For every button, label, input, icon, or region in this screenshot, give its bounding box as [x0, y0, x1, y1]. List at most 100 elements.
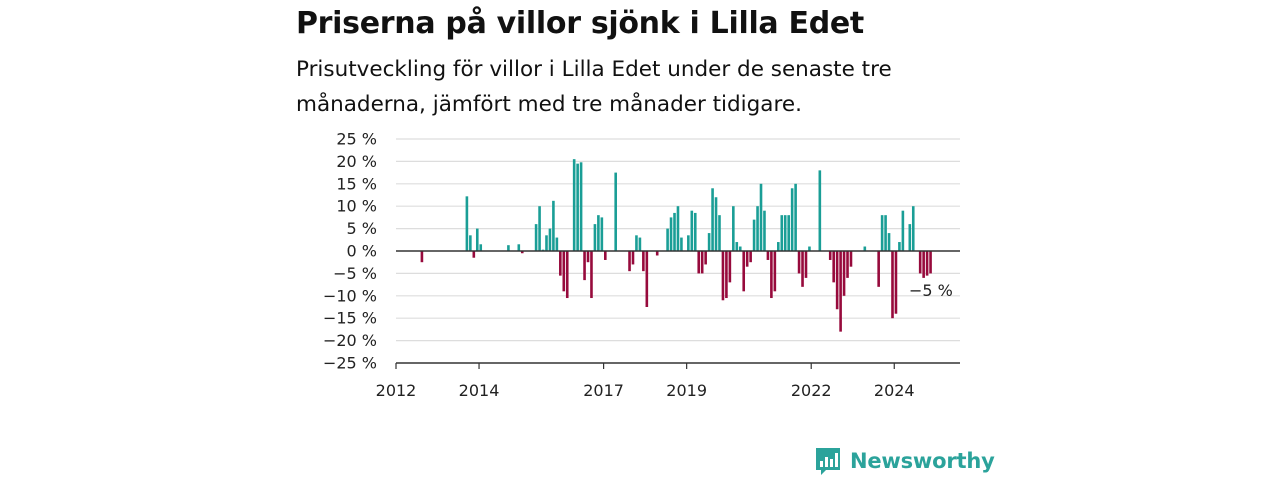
- data-bar: [884, 215, 887, 251]
- x-tick-label: 2019: [666, 381, 707, 400]
- data-bar: [534, 224, 538, 251]
- y-tick-labels: 25 % 20 % 15 % 10 % 5 % 0 % −5 % −10 % −15 % −20 …: [323, 130, 377, 373]
- data-bar: [780, 215, 784, 251]
- data-bar: [742, 251, 746, 292]
- data-bar: [642, 251, 645, 272]
- data-bar: [479, 244, 483, 251]
- data-bar: [887, 233, 891, 251]
- data-bar: [465, 196, 469, 251]
- y-tick-label: 10 %: [336, 197, 377, 216]
- data-bar: [894, 251, 898, 314]
- data-bar: [676, 206, 680, 251]
- data-bar: [707, 233, 711, 251]
- data-bar: [828, 251, 832, 260]
- data-bar: [777, 242, 780, 251]
- data-bar: [794, 183, 797, 251]
- x-tick-label: 2017: [583, 381, 624, 400]
- data-bar: [901, 210, 905, 251]
- data-bar: [517, 244, 521, 251]
- y-tick-label: −5 %: [333, 264, 377, 283]
- data-bar: [669, 217, 673, 251]
- data-bar: [565, 251, 569, 299]
- data-bar: [631, 251, 635, 265]
- data-bar: [804, 251, 808, 278]
- data-bar: [908, 224, 912, 251]
- data-bar: [614, 172, 617, 251]
- data-bar: [863, 246, 867, 251]
- y-tick-label: −15 %: [323, 309, 377, 328]
- data-bar: [790, 188, 794, 251]
- data-bar: [766, 251, 770, 260]
- x-tick-label: 2022: [791, 381, 832, 400]
- data-bar: [808, 246, 811, 251]
- data-bar: [469, 235, 472, 251]
- data-bar: [638, 237, 642, 251]
- y-tick-label: −20 %: [323, 331, 377, 350]
- data-bar: [628, 251, 631, 272]
- data-bar: [420, 251, 424, 263]
- data-bar: [579, 162, 583, 251]
- y-tick-label: −10 %: [323, 286, 377, 305]
- data-bar: [666, 228, 669, 251]
- data-bar: [725, 251, 728, 299]
- data-bar: [925, 251, 929, 276]
- data-bar: [693, 212, 697, 251]
- y-tick-label: 25 %: [336, 130, 377, 149]
- data-bar: [597, 215, 600, 251]
- data-bar: [507, 245, 510, 251]
- newsworthy-logo: Newsworthy: [814, 446, 995, 476]
- data-bar: [849, 251, 853, 267]
- data-bar: [787, 215, 790, 251]
- data-bar: [714, 197, 718, 251]
- y-tick-label: 15 %: [336, 174, 377, 193]
- data-bar: [738, 246, 742, 251]
- data-bar: [797, 251, 801, 274]
- bar-series: [420, 159, 932, 332]
- chart-subtitle: Prisutveckling för villor i Lilla Edet u…: [296, 57, 892, 117]
- data-bar: [600, 217, 604, 251]
- brand-name: Newsworthy: [850, 449, 995, 473]
- data-bar: [721, 251, 725, 301]
- data-bar: [728, 251, 732, 283]
- data-bar: [711, 188, 714, 251]
- y-tick-label: 5 %: [347, 219, 377, 238]
- data-bar: [559, 251, 562, 276]
- data-bar: [655, 251, 659, 256]
- data-bar: [846, 251, 849, 278]
- x-tick-labels: 2012 2014 2017 2019 2022 2024: [376, 381, 915, 400]
- data-bar: [697, 251, 701, 274]
- data-bar: [922, 251, 925, 278]
- data-bar: [898, 242, 901, 251]
- newsworthy-bar-chart-icon: [816, 448, 840, 475]
- data-bar: [604, 251, 607, 260]
- data-bar: [690, 210, 694, 251]
- data-bar: [763, 210, 766, 251]
- data-bar: [590, 251, 593, 299]
- data-bar: [704, 251, 707, 265]
- x-tick-label: 2012: [376, 381, 417, 400]
- data-bar: [911, 206, 915, 251]
- data-bar: [752, 219, 756, 251]
- data-bar: [801, 251, 804, 287]
- data-bar: [562, 251, 566, 292]
- chart-title: Priserna på villor sjönk i Lilla Edet: [296, 6, 864, 41]
- data-bar: [586, 251, 590, 263]
- latest-value-label: −5 %: [909, 281, 953, 300]
- x-tick-label: 2024: [874, 381, 915, 400]
- data-bar: [593, 224, 597, 251]
- axes: [395, 250, 960, 369]
- data-bar: [545, 235, 548, 251]
- data-bar: [645, 251, 649, 307]
- data-bar: [673, 212, 676, 251]
- data-bar: [687, 235, 690, 251]
- data-bar: [552, 200, 555, 251]
- data-bar: [538, 206, 541, 251]
- data-bar: [756, 206, 759, 251]
- data-bar: [918, 251, 922, 274]
- data-bar: [842, 251, 846, 296]
- data-bar: [520, 251, 524, 254]
- data-bar: [475, 228, 479, 251]
- y-tick-label: 0 %: [347, 242, 377, 261]
- data-bar: [832, 251, 835, 283]
